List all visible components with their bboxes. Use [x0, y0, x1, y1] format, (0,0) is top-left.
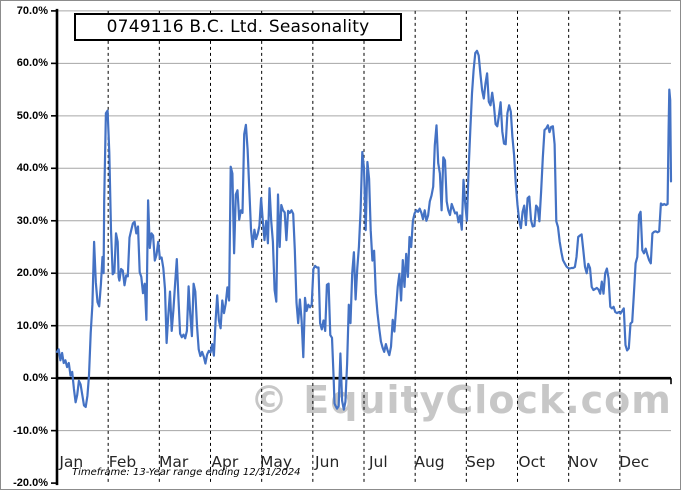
month-label-jul: Jul — [368, 453, 388, 471]
y-axis-label-10.0%: 10.0% — [16, 319, 48, 332]
month-label-mar: Mar — [159, 453, 189, 471]
y-axis-label-50.0%: 50.0% — [16, 109, 48, 122]
y-axis-label-40.0%: 40.0% — [16, 162, 48, 175]
month-label-sep: Sep — [466, 453, 496, 471]
chart-title: 0749116 B.C. Ltd. Seasonality — [106, 17, 370, 37]
month-label-jan: Jan — [59, 453, 84, 471]
equityclock-watermark: © EquityClock.com — [250, 378, 672, 422]
y-axis-label--20.0%: -20.0% — [13, 477, 48, 490]
y-axis-label-0.0%: 0.0% — [22, 372, 48, 385]
y-axis-label-70.0%: 70.0% — [16, 4, 48, 17]
chart-title-box: 0749116 B.C. Ltd. Seasonality — [74, 13, 402, 41]
y-axis-label-60.0%: 60.0% — [16, 57, 48, 70]
month-label-feb: Feb — [108, 453, 137, 471]
month-label-jun: Jun — [315, 453, 340, 471]
month-label-apr: Apr — [211, 453, 239, 471]
month-label-nov: Nov — [567, 453, 599, 471]
month-label-may: May — [259, 453, 292, 471]
seasonality-line — [55, 49, 673, 411]
month-label-oct: Oct — [518, 453, 546, 471]
y-axis-label-20.0%: 20.0% — [16, 267, 48, 280]
month-label-dec: Dec — [619, 453, 650, 471]
month-label-aug: Aug — [414, 453, 445, 471]
y-axis-label-30.0%: 30.0% — [16, 214, 48, 227]
timeframe-note: Timeframe: 13-Year range ending 12/31/20… — [72, 467, 301, 478]
y-axis-label--10.0%: -10.0% — [13, 424, 48, 437]
